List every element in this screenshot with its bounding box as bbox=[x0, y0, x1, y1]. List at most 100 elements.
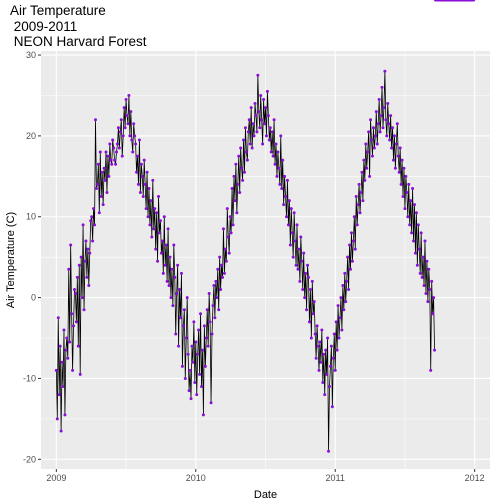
data-point bbox=[376, 122, 380, 126]
data-point bbox=[76, 344, 80, 348]
data-point bbox=[103, 178, 107, 182]
data-point bbox=[183, 376, 187, 380]
data-point bbox=[374, 110, 378, 114]
data-point bbox=[212, 283, 216, 287]
data-point bbox=[230, 186, 234, 190]
data-point bbox=[197, 328, 201, 332]
data-point bbox=[395, 122, 399, 126]
data-point bbox=[405, 190, 409, 194]
data-point bbox=[340, 328, 344, 332]
data-point bbox=[129, 110, 133, 114]
data-point bbox=[158, 219, 162, 223]
data-point bbox=[159, 251, 163, 255]
x-tick-label: 2010 bbox=[186, 473, 206, 483]
data-point bbox=[105, 190, 109, 194]
data-point bbox=[238, 190, 242, 194]
data-point bbox=[86, 247, 90, 251]
data-point bbox=[200, 385, 204, 389]
data-point bbox=[247, 118, 251, 122]
data-point bbox=[398, 146, 402, 150]
data-point bbox=[208, 320, 212, 324]
data-point bbox=[428, 288, 432, 292]
data-point bbox=[221, 227, 225, 231]
data-point bbox=[151, 178, 155, 182]
data-point bbox=[56, 316, 60, 320]
data-point bbox=[83, 259, 87, 263]
data-point bbox=[254, 114, 258, 118]
chart-title-line-1: Air Temperature bbox=[10, 3, 106, 18]
data-point bbox=[219, 288, 223, 292]
data-point bbox=[325, 372, 329, 376]
data-point bbox=[232, 174, 236, 178]
data-point bbox=[70, 312, 74, 316]
data-point bbox=[312, 300, 316, 304]
data-point bbox=[255, 130, 259, 134]
data-point bbox=[221, 275, 225, 279]
data-point bbox=[288, 243, 292, 247]
data-point bbox=[54, 368, 58, 372]
data-point bbox=[431, 312, 435, 316]
data-point bbox=[355, 223, 359, 227]
data-point bbox=[169, 296, 173, 300]
data-point bbox=[187, 389, 191, 393]
data-point bbox=[244, 150, 248, 154]
data-point bbox=[406, 215, 410, 219]
data-point bbox=[300, 259, 304, 263]
data-point bbox=[385, 134, 389, 138]
data-point bbox=[186, 352, 190, 356]
data-point bbox=[256, 73, 260, 77]
data-point bbox=[304, 271, 308, 275]
data-point bbox=[260, 118, 264, 122]
data-point bbox=[60, 360, 64, 364]
data-point bbox=[200, 348, 204, 352]
y-tick-label: 0 bbox=[31, 293, 36, 303]
data-point bbox=[276, 150, 280, 154]
data-point bbox=[191, 360, 195, 364]
data-point bbox=[257, 110, 261, 114]
data-point bbox=[296, 267, 300, 271]
data-point bbox=[310, 279, 314, 283]
data-point bbox=[250, 146, 254, 150]
data-point bbox=[287, 199, 291, 203]
data-point bbox=[228, 215, 232, 219]
data-point bbox=[165, 279, 169, 283]
data-point bbox=[243, 126, 247, 130]
data-point bbox=[390, 146, 394, 150]
data-point bbox=[211, 304, 215, 308]
data-point bbox=[93, 118, 97, 122]
data-point bbox=[353, 247, 357, 251]
data-point bbox=[400, 158, 404, 162]
data-point bbox=[177, 344, 181, 348]
data-point bbox=[269, 150, 273, 154]
data-point bbox=[96, 162, 100, 166]
data-point bbox=[375, 142, 379, 146]
data-point bbox=[329, 344, 333, 348]
data-point bbox=[402, 166, 406, 170]
data-point bbox=[322, 352, 326, 356]
data-point bbox=[179, 271, 183, 275]
data-point bbox=[372, 146, 376, 150]
data-point bbox=[94, 186, 98, 190]
data-point bbox=[273, 162, 277, 166]
data-point bbox=[199, 312, 203, 316]
data-point bbox=[152, 227, 156, 231]
data-point bbox=[77, 263, 81, 267]
data-point bbox=[262, 98, 266, 102]
data-point bbox=[320, 328, 324, 332]
data-point bbox=[348, 243, 352, 247]
data-point bbox=[111, 138, 115, 142]
data-point bbox=[110, 162, 114, 166]
data-point bbox=[157, 195, 161, 199]
data-point bbox=[120, 154, 124, 158]
data-point bbox=[108, 142, 112, 146]
data-point bbox=[98, 150, 102, 154]
y-tick-label: 30 bbox=[26, 50, 36, 60]
data-point bbox=[403, 207, 407, 211]
data-point bbox=[78, 372, 82, 376]
data-point bbox=[141, 195, 145, 199]
data-point bbox=[88, 251, 92, 255]
data-point bbox=[352, 215, 356, 219]
data-point bbox=[195, 393, 199, 397]
data-point bbox=[233, 199, 237, 203]
